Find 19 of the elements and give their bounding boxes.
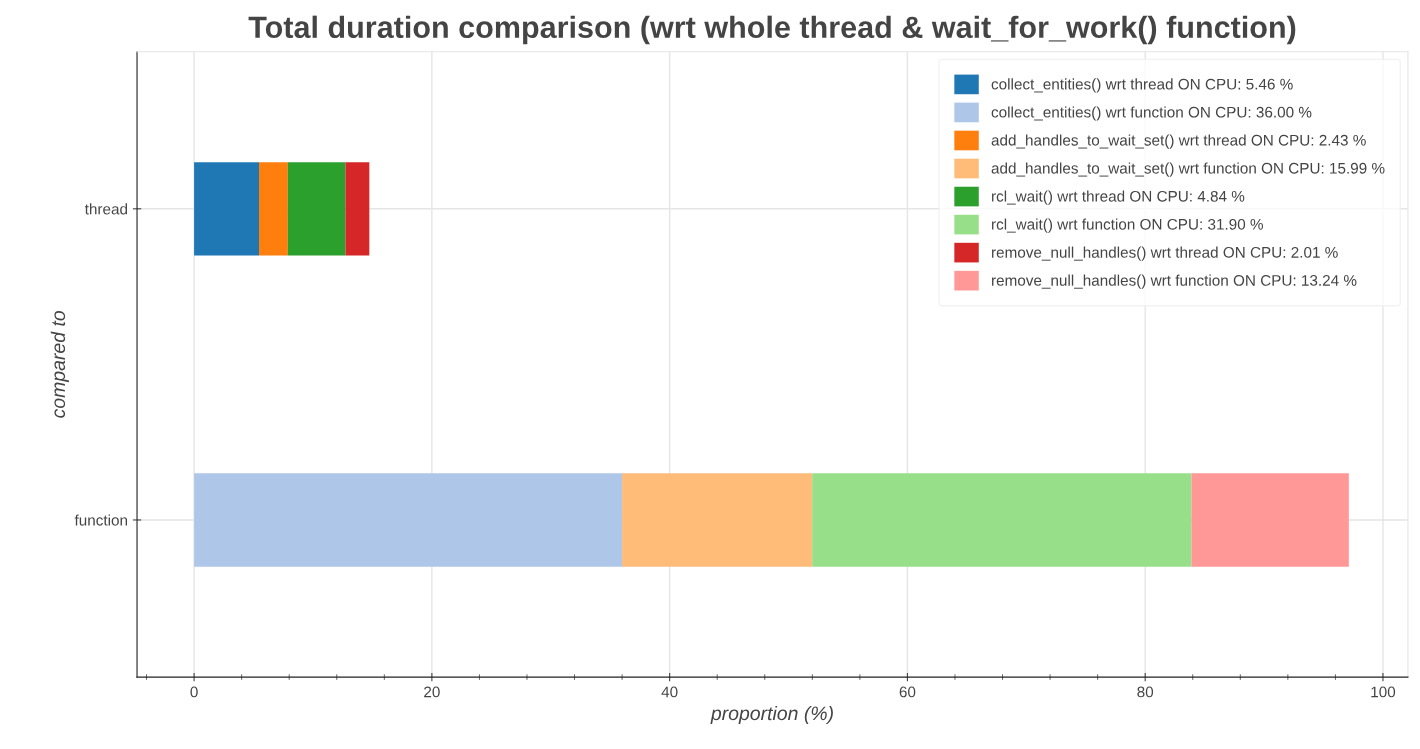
legend-label: collect_entities() wrt thread ON CPU: 5.46 %: [991, 78, 1293, 93]
y-tick-label: thread: [84, 203, 128, 215]
y-tick-label: function: [74, 514, 128, 526]
chart-title: Total duration comparison (wrt whole thread & wait_for_work() function): [248, 15, 1296, 45]
y-axis-title: compared to: [50, 310, 69, 418]
x-tick-label: 40: [661, 686, 678, 698]
legend-label: add_handles_to_wait_set() wrt thread ON CPU: 2.43 %: [991, 134, 1366, 149]
x-axis-title: proportion (%): [710, 705, 833, 725]
legend-label: rcl_wait() wrt thread ON CPU: 4.84 %: [992, 190, 1245, 205]
x-tick-label: 60: [899, 686, 916, 698]
legend-label: remove_null_handles() wrt function ON CPU: 13.24 %: [992, 274, 1357, 289]
legend-label: rcl_wait() wrt function ON CPU: 31.90 %: [992, 218, 1263, 233]
x-tick-label: 100: [1371, 686, 1396, 698]
x-tick-label: 20: [424, 686, 440, 698]
legend-label: add_handles_to_wait_set() wrt function ON CPU: 15.99 %: [991, 162, 1385, 177]
legend-label: collect_entities() wrt function ON CPU: 36.00 %: [991, 106, 1312, 121]
x-tick-label: 80: [1137, 686, 1154, 698]
legend-label: remove_null_handles() wrt thread ON CPU: 2.01 %: [992, 246, 1338, 261]
x-tick-label: 0: [190, 686, 198, 698]
